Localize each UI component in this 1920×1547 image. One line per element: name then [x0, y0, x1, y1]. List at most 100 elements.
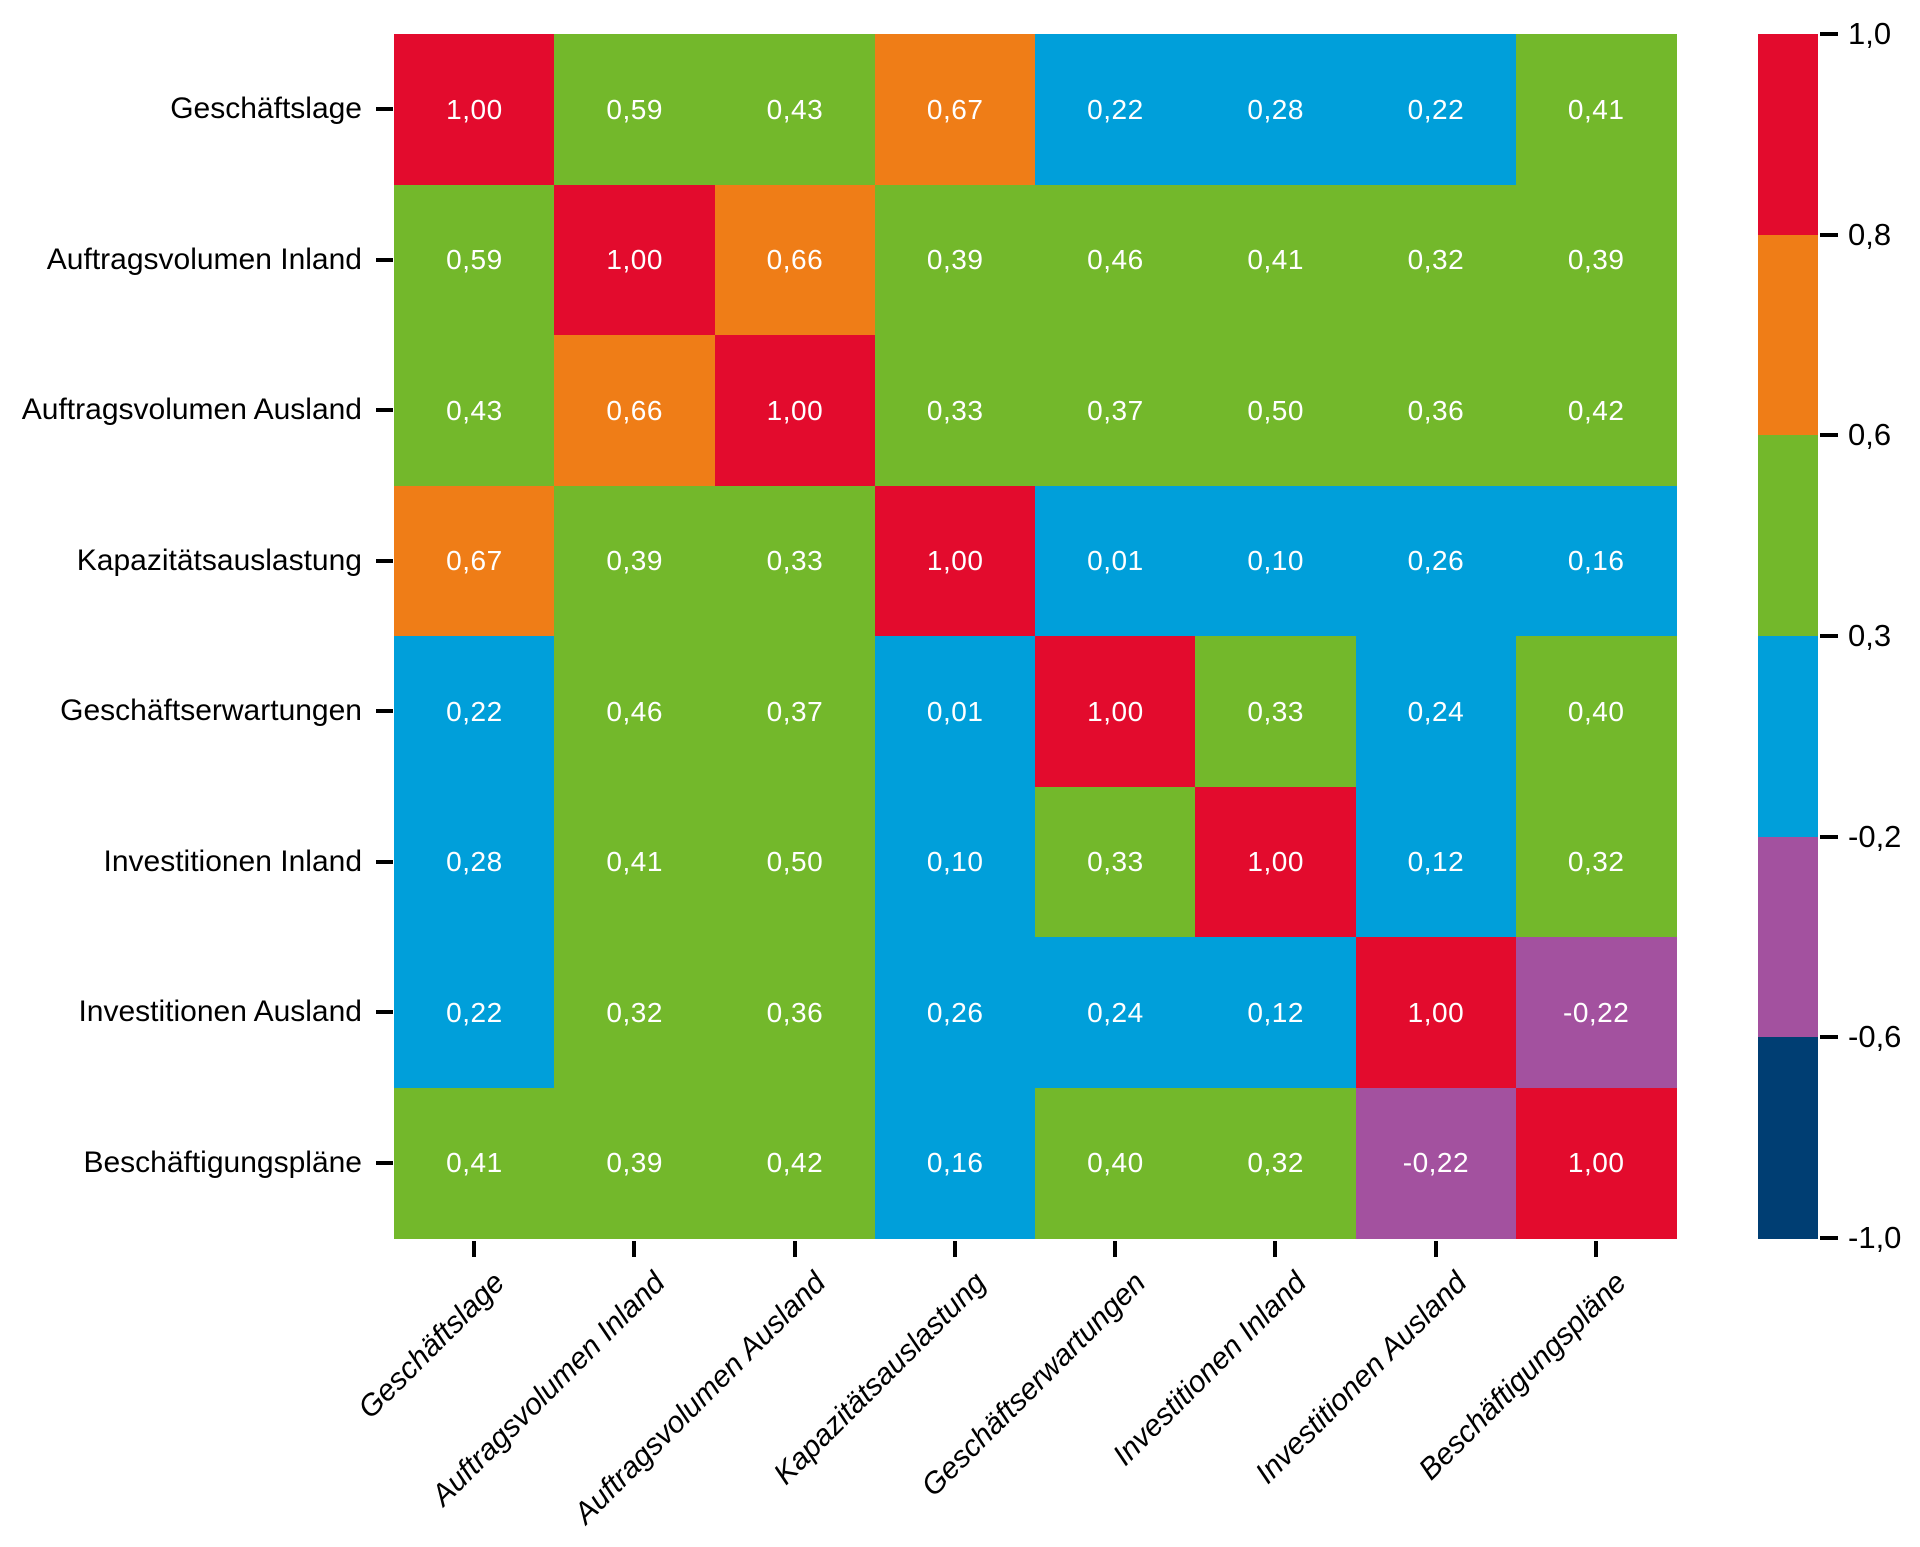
- y-axis-label: Geschäftserwartungen: [60, 694, 362, 728]
- heatmap-cell: 0,10: [874, 786, 1036, 938]
- heatmap-cell: -0,22: [1515, 937, 1677, 1089]
- colorbar-segment: [1758, 34, 1818, 236]
- colorbar-tick-label: 0,3: [1848, 618, 1892, 653]
- y-axis-label: Beschäftigungspläne: [83, 1145, 362, 1179]
- heatmap-cell: 0,26: [874, 937, 1036, 1089]
- colorbar-tick-mark: [1820, 1035, 1838, 1040]
- heatmap-cell: 0,40: [1515, 636, 1677, 788]
- heatmap-cell: 0,32: [1515, 786, 1677, 938]
- heatmap-cell: 1,00: [1195, 786, 1357, 938]
- colorbar-tick-mark: [1820, 1236, 1838, 1240]
- heatmap-cell: 0,59: [554, 34, 716, 186]
- heatmap-cell: 0,33: [714, 485, 876, 637]
- heatmap-cell: 0,01: [1035, 485, 1196, 637]
- y-axis-label: Investitionen Inland: [103, 844, 362, 878]
- heatmap-cell: 0,28: [1195, 34, 1357, 186]
- heatmap-cell: 0,32: [554, 937, 716, 1089]
- x-axis-tick-mark: [1593, 1241, 1598, 1257]
- heatmap-cell: 0,32: [1355, 184, 1517, 336]
- heatmap-cell: 1,00: [554, 184, 716, 336]
- x-axis-label: Geschäftslage: [352, 1266, 512, 1425]
- heatmap-cell: 0,66: [714, 184, 876, 336]
- heatmap-cell: 0,59: [394, 184, 555, 336]
- colorbar-segment: [1758, 1037, 1818, 1239]
- y-axis-tick-mark: [376, 408, 393, 413]
- colorbar-tick-mark: [1820, 32, 1838, 36]
- heatmap-cell: 0,12: [1195, 937, 1357, 1089]
- heatmap-cell: 0,39: [874, 184, 1036, 336]
- heatmap-cell: 0,22: [1355, 34, 1517, 186]
- heatmap-cell: 0,39: [554, 485, 716, 637]
- heatmap-cell: 0,39: [554, 1087, 716, 1239]
- colorbar-tick-label: 0,6: [1848, 417, 1892, 453]
- heatmap-cell: 0,33: [1195, 636, 1357, 788]
- heatmap-cell: 0,46: [1035, 184, 1196, 336]
- heatmap-cell: 0,50: [714, 786, 876, 938]
- x-axis-tick-mark: [1273, 1241, 1278, 1257]
- heatmap-cell: 0,43: [714, 34, 876, 186]
- colorbar-segment: [1758, 234, 1818, 436]
- heatmap-cell: 1,00: [874, 485, 1036, 637]
- heatmap-cell: 0,50: [1195, 335, 1357, 487]
- heatmap-cell: 0,32: [1195, 1087, 1357, 1239]
- heatmap-cell: 0,24: [1035, 937, 1196, 1089]
- heatmap-cell: 0,22: [1035, 34, 1196, 186]
- heatmap-cell: 0,66: [554, 335, 716, 487]
- heatmap-cell: 0,24: [1355, 636, 1517, 788]
- heatmap-cell: 0,46: [554, 636, 716, 788]
- y-axis-label: Investitionen Ausland: [78, 995, 362, 1029]
- heatmap-cell: 0,43: [394, 335, 555, 487]
- heatmap-cell: 0,67: [874, 34, 1036, 186]
- heatmap-cell: 1,00: [714, 335, 876, 487]
- y-axis-tick-mark: [376, 1160, 393, 1165]
- heatmap-cell: 1,00: [1515, 1087, 1677, 1239]
- heatmap-cell: 0,26: [1355, 485, 1517, 637]
- colorbar-segment: [1758, 636, 1818, 838]
- heatmap-cell: 0,42: [714, 1087, 876, 1239]
- heatmap-cell: 0,41: [1515, 34, 1677, 186]
- heatmap-cell: -0,22: [1355, 1087, 1517, 1239]
- colorbar-tick-label: 0,8: [1848, 216, 1892, 252]
- heatmap-cell: 0,41: [1195, 184, 1357, 336]
- heatmap-cell: 0,33: [1035, 786, 1196, 938]
- heatmap-cell: 1,00: [1355, 937, 1517, 1089]
- x-axis-tick-mark: [1113, 1241, 1118, 1257]
- heatmap-cell: 0,41: [554, 786, 716, 938]
- y-axis-tick-mark: [376, 859, 393, 864]
- heatmap-cell: 0,39: [1515, 184, 1677, 336]
- x-axis-tick-mark: [632, 1241, 637, 1257]
- y-axis-tick-mark: [376, 709, 393, 714]
- x-axis-tick-mark: [952, 1241, 957, 1257]
- heatmap-cell: 0,42: [1515, 335, 1677, 487]
- heatmap-cell: 0,36: [1355, 335, 1517, 487]
- heatmap-cell: 1,00: [1035, 636, 1196, 788]
- x-axis-tick-mark: [792, 1241, 797, 1257]
- y-axis-label: Geschäftslage: [170, 92, 362, 126]
- colorbar-tick-label: -0,6: [1848, 1019, 1902, 1055]
- colorbar-tick-mark: [1820, 232, 1838, 237]
- y-axis-label: Kapazitätsauslastung: [76, 543, 362, 577]
- heatmap-cell: 0,40: [1035, 1087, 1196, 1239]
- y-axis-label: Auftragsvolumen Inland: [46, 242, 362, 276]
- heatmap-cell: 0,01: [874, 636, 1036, 788]
- heatmap-cell: 0,16: [1515, 485, 1677, 637]
- heatmap-cell: 0,37: [714, 636, 876, 788]
- heatmap-cell: 0,36: [714, 937, 876, 1089]
- heatmap-cell: 0,37: [1035, 335, 1196, 487]
- y-axis-tick-mark: [376, 558, 393, 563]
- colorbar-tick-label: -0,2: [1848, 818, 1902, 854]
- colorbar-segment: [1758, 836, 1818, 1038]
- heatmap-cell: 0,22: [394, 636, 555, 788]
- heatmap-cell: 0,12: [1355, 786, 1517, 938]
- heatmap-cell: 0,41: [394, 1087, 555, 1239]
- heatmap-cell: 0,67: [394, 485, 555, 637]
- colorbar-tick-mark: [1820, 433, 1838, 438]
- y-axis-tick-mark: [376, 107, 393, 112]
- colorbar-tick-label: 1,0: [1848, 16, 1892, 51]
- y-axis-tick-mark: [376, 1010, 393, 1015]
- heatmap-cell: 0,28: [394, 786, 555, 938]
- x-axis-tick-mark: [472, 1241, 477, 1257]
- heatmap-cell: 0,16: [874, 1087, 1036, 1239]
- heatmap-cell: 0,10: [1195, 485, 1357, 637]
